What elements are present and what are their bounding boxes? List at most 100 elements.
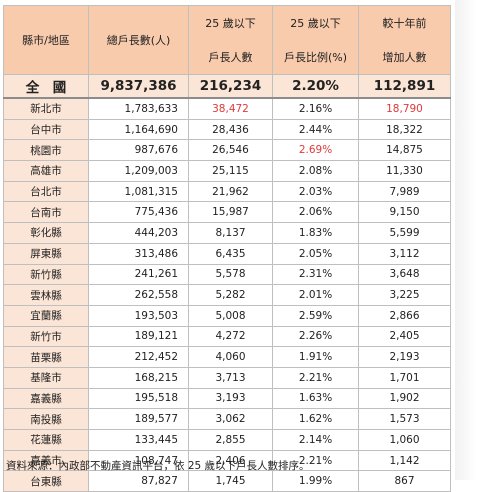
row-region-name: 台中市 bbox=[3, 118, 89, 141]
row-total-households: 189,121 bbox=[88, 325, 189, 348]
row-region-name: 屏東縣 bbox=[3, 242, 89, 265]
table-row: 台中市 1,164,690 28,436 2.44% 18,322 bbox=[3, 118, 451, 141]
header-increase-top: 較十年前 bbox=[358, 5, 451, 40]
table-row: 台東縣 87,827 1,745 1.99% 867 bbox=[3, 470, 451, 492]
row-total-households: 241,261 bbox=[88, 263, 189, 286]
row-ten-year-increase: 5,599 bbox=[358, 222, 451, 244]
row-under25-count: 3,193 bbox=[188, 387, 273, 410]
row-under25-ratio: 2.01% bbox=[272, 284, 359, 306]
row-under25-count: 4,060 bbox=[188, 346, 273, 368]
row-under25-count: 8,137 bbox=[188, 222, 273, 244]
row-region-name: 苗栗縣 bbox=[3, 346, 89, 368]
row-total-households: 1,209,003 bbox=[88, 160, 189, 182]
table-row: 宜蘭縣 193,503 5,008 2.59% 2,866 bbox=[3, 304, 451, 327]
table-row: 高雄市 1,209,003 25,115 2.08% 11,330 bbox=[3, 160, 451, 182]
row-total-households: 195,518 bbox=[88, 387, 189, 410]
row-under25-ratio: 1.63% bbox=[272, 387, 359, 410]
table-header: 縣市/地區 總戶長數(人) 25 歲以下 25 歲以下 較十年前 戶長人數 戶長… bbox=[3, 5, 451, 75]
header-total-households: 總戶長數(人) bbox=[88, 5, 189, 75]
table-row: 雲林縣 262,558 5,282 2.01% 3,225 bbox=[3, 284, 451, 306]
row-ten-year-increase: 1,142 bbox=[358, 449, 451, 472]
row-under25-ratio: 2.69% bbox=[272, 139, 359, 162]
table-row: 台南市 775,436 15,987 2.06% 9,150 bbox=[3, 201, 451, 224]
row-under25-ratio: 2.21% bbox=[272, 366, 359, 389]
row-total-households: 775,436 bbox=[88, 201, 189, 224]
row-total-households: 1,081,315 bbox=[88, 180, 189, 203]
row-under25-ratio: 1.91% bbox=[272, 346, 359, 368]
row-under25-count: 2,855 bbox=[188, 429, 273, 451]
row-total-households: 1,783,633 bbox=[88, 97, 189, 120]
row-region-name: 南投縣 bbox=[3, 408, 89, 430]
row-under25-ratio: 1.99% bbox=[272, 470, 359, 492]
row-under25-count: 6,435 bbox=[188, 242, 273, 265]
row-ten-year-increase: 9,150 bbox=[358, 201, 451, 224]
row-under25-ratio: 2.08% bbox=[272, 160, 359, 182]
row-ten-year-increase: 2,193 bbox=[358, 346, 451, 368]
row-under25-count: 5,578 bbox=[188, 263, 273, 286]
row-under25-ratio: 2.05% bbox=[272, 242, 359, 265]
row-under25-ratio: 2.26% bbox=[272, 325, 359, 348]
total-households: 9,837,386 bbox=[88, 74, 189, 99]
row-total-households: 108,747 bbox=[88, 449, 189, 472]
row-region-name: 新竹市 bbox=[3, 325, 89, 348]
row-ten-year-increase: 11,330 bbox=[358, 160, 451, 182]
row-under25-count: 1,745 bbox=[188, 470, 273, 492]
row-under25-count: 5,008 bbox=[188, 304, 273, 327]
row-under25-count: 4,272 bbox=[188, 325, 273, 348]
row-region-name: 嘉義市 bbox=[3, 449, 89, 472]
header-increase-bottom: 增加人數 bbox=[358, 40, 451, 75]
row-region-name: 台東縣 bbox=[3, 470, 89, 492]
row-region-name: 桃園市 bbox=[3, 139, 89, 162]
table-row: 新竹市 189,121 4,272 2.26% 2,405 bbox=[3, 325, 451, 348]
row-total-households: 189,577 bbox=[88, 408, 189, 430]
row-region-name: 彰化縣 bbox=[3, 222, 89, 244]
row-region-name: 雲林縣 bbox=[3, 284, 89, 306]
row-total-households: 313,486 bbox=[88, 242, 189, 265]
row-ten-year-increase: 7,989 bbox=[358, 180, 451, 203]
row-under25-ratio: 1.62% bbox=[272, 408, 359, 430]
table-row: 嘉義市 108,747 2,406 2.21% 1,142 bbox=[3, 449, 451, 472]
page-edge-shadow bbox=[455, 0, 477, 480]
row-region-name: 嘉義縣 bbox=[3, 387, 89, 410]
row-ten-year-increase: 18,322 bbox=[358, 118, 451, 141]
row-total-households: 193,503 bbox=[88, 304, 189, 327]
row-under25-count: 2,406 bbox=[188, 449, 273, 472]
row-total-households: 168,215 bbox=[88, 366, 189, 389]
row-under25-ratio: 2.31% bbox=[272, 263, 359, 286]
row-under25-count: 21,962 bbox=[188, 180, 273, 203]
row-ten-year-increase: 18,790 bbox=[358, 97, 451, 120]
household-table: 縣市/地區 總戶長數(人) 25 歲以下 25 歲以下 較十年前 戶長人數 戶長… bbox=[3, 5, 451, 492]
row-region-name: 新北市 bbox=[3, 97, 89, 120]
row-ten-year-increase: 3,648 bbox=[358, 263, 451, 286]
row-under25-ratio: 2.03% bbox=[272, 180, 359, 203]
row-under25-count: 15,987 bbox=[188, 201, 273, 224]
row-ten-year-increase: 14,875 bbox=[358, 139, 451, 162]
total-row: 全 國 9,837,386 216,234 2.20% 112,891 bbox=[3, 74, 451, 99]
row-region-name: 台南市 bbox=[3, 201, 89, 224]
row-under25-count: 26,546 bbox=[188, 139, 273, 162]
row-under25-count: 25,115 bbox=[188, 160, 273, 182]
header-ratio-top: 25 歲以下 bbox=[272, 5, 359, 40]
table-row: 屏東縣 313,486 6,435 2.05% 3,112 bbox=[3, 242, 451, 265]
row-region-name: 高雄市 bbox=[3, 160, 89, 182]
row-under25-ratio: 1.83% bbox=[272, 222, 359, 244]
row-total-households: 262,558 bbox=[88, 284, 189, 306]
total-ratio: 2.20% bbox=[272, 74, 359, 99]
row-region-name: 花蓮縣 bbox=[3, 429, 89, 451]
header-ratio-bottom: 戶長比例(%) bbox=[272, 40, 359, 75]
row-under25-count: 3,713 bbox=[188, 366, 273, 389]
row-total-households: 444,203 bbox=[88, 222, 189, 244]
table-row: 新竹縣 241,261 5,578 2.31% 3,648 bbox=[3, 263, 451, 286]
row-ten-year-increase: 2,405 bbox=[358, 325, 451, 348]
row-ten-year-increase: 3,112 bbox=[358, 242, 451, 265]
row-under25-ratio: 2.44% bbox=[272, 118, 359, 141]
row-region-name: 基隆市 bbox=[3, 366, 89, 389]
total-under25: 216,234 bbox=[188, 74, 273, 99]
row-region-name: 新竹縣 bbox=[3, 263, 89, 286]
row-ten-year-increase: 3,225 bbox=[358, 284, 451, 306]
row-total-households: 1,164,690 bbox=[88, 118, 189, 141]
table-row: 南投縣 189,577 3,062 1.62% 1,573 bbox=[3, 408, 451, 430]
row-ten-year-increase: 867 bbox=[358, 470, 451, 492]
row-under25-ratio: 2.14% bbox=[272, 429, 359, 451]
table-row: 桃園市 987,676 26,546 2.69% 14,875 bbox=[3, 139, 451, 162]
